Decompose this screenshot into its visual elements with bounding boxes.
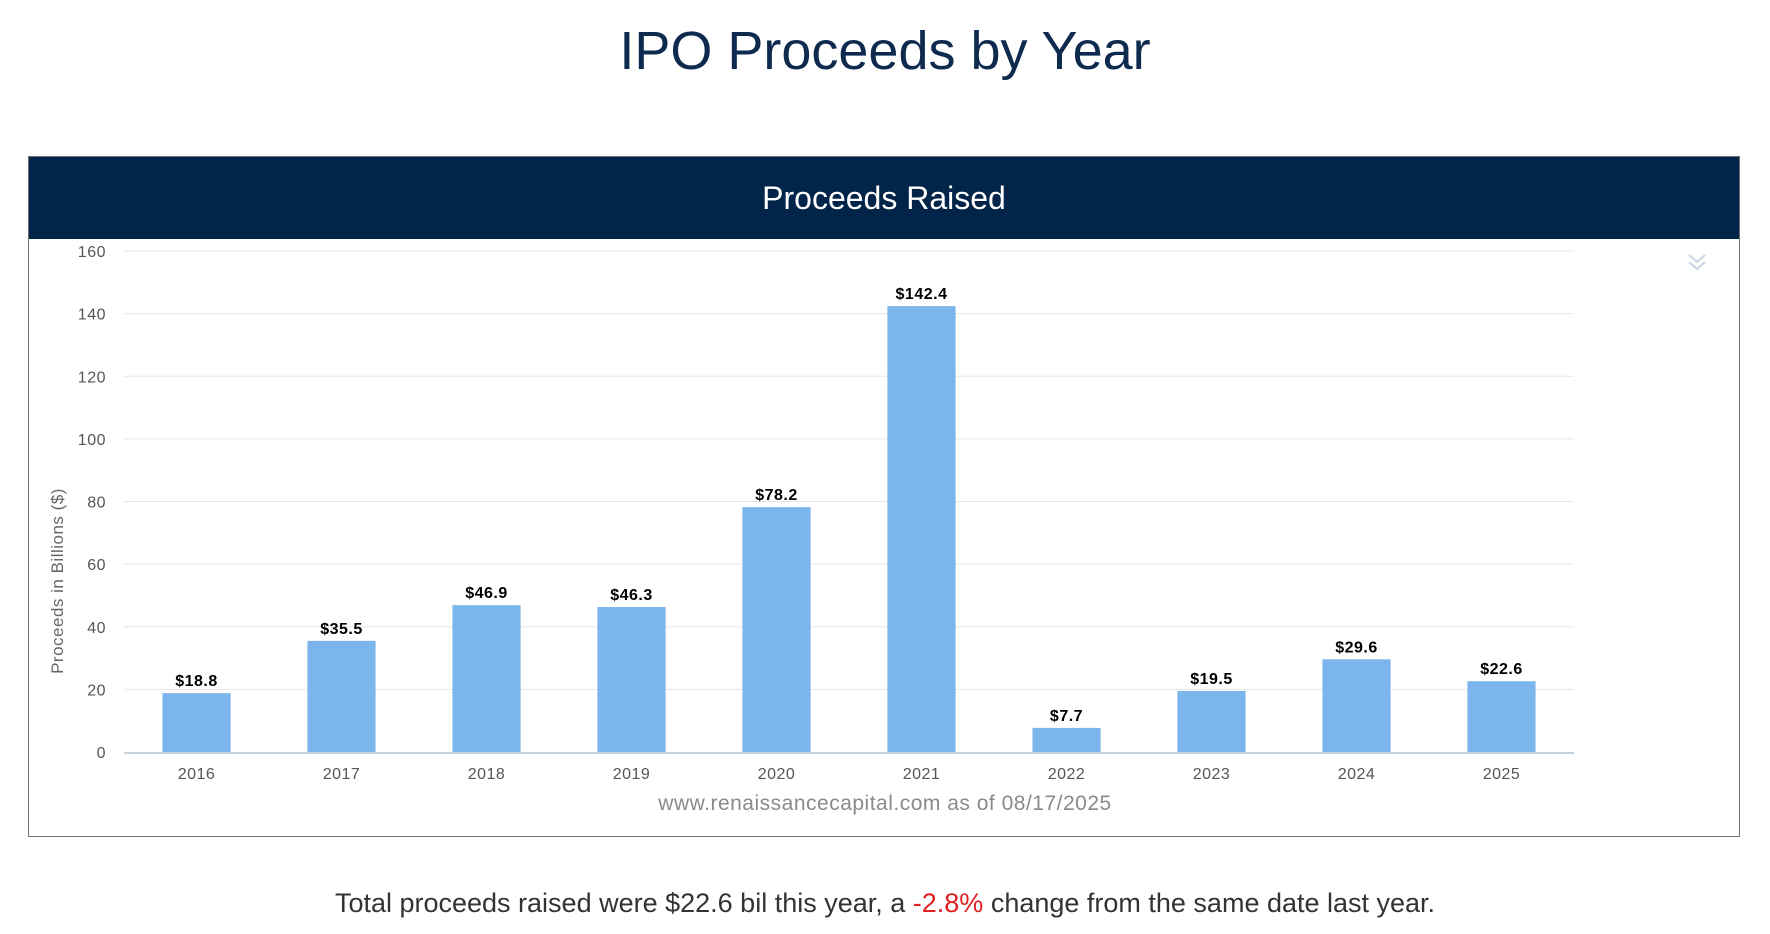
bar-chart: 0 20 40 60 80 100 120 140 160 $18.8 $35.5 $46.9 $46…: [48, 244, 1574, 815]
x-tick-label: 2022: [1048, 766, 1086, 783]
x-tick-label: 2025: [1483, 766, 1521, 783]
chart-credit: www.renaissancecapital.com as of 08/17/2…: [657, 792, 1111, 815]
y-tick-label: 80: [87, 495, 106, 512]
x-tick-label: 2020: [758, 766, 796, 783]
gridlines: [124, 250, 1574, 690]
data-label-2023: $19.5: [1190, 671, 1233, 688]
bar-series: [162, 306, 1536, 752]
chart-panel: Proceeds Raised 0 20 40 60 80 100 120 140 160 $1…: [28, 156, 1740, 837]
bar-2018[interactable]: [452, 605, 521, 752]
chart-header: Proceeds Raised: [29, 157, 1739, 239]
y-tick-label: 40: [87, 620, 106, 637]
x-tick-label: 2019: [613, 766, 651, 783]
x-axis-ticks: 2016 2017 2018 2019 2020 2021 2022 2023 2024 2025: [178, 766, 1521, 783]
data-label-2021: $142.4: [896, 286, 948, 303]
bar-2019[interactable]: [597, 607, 666, 752]
summary-prefix: Total proceeds raised were $22.6 bil thi…: [334, 888, 913, 918]
y-tick-label: 0: [97, 745, 106, 762]
data-label-2017: $35.5: [320, 621, 363, 638]
y-tick-label: 160: [78, 244, 106, 261]
bar-2017[interactable]: [307, 640, 376, 752]
summary-text: Total proceeds raised were $22.6 bil thi…: [0, 888, 1770, 919]
page-title: IPO Proceeds by Year: [619, 21, 1151, 81]
y-axis-label: Proceeds in Billions ($): [48, 488, 67, 674]
bar-2024[interactable]: [1322, 659, 1391, 752]
bar-2025[interactable]: [1467, 681, 1536, 752]
bar-2020[interactable]: [742, 507, 811, 752]
data-labels: $18.8 $35.5 $46.9 $46.3 $78.2 $142.4 $7.7 $19.5…: [175, 286, 1523, 725]
data-label-2016: $18.8: [175, 673, 218, 690]
y-tick-label: 100: [78, 432, 106, 449]
double-chevron-down-icon[interactable]: [1683, 249, 1711, 277]
x-tick-label: 2017: [323, 766, 361, 783]
data-label-2019: $46.3: [610, 587, 653, 604]
change-percent: -2.8%: [912, 888, 984, 918]
data-label-2024: $29.6: [1335, 639, 1378, 656]
x-tick-label: 2021: [903, 766, 941, 783]
bar-2022[interactable]: [1032, 727, 1101, 752]
x-tick-label: 2018: [468, 766, 506, 783]
y-tick-label: 20: [87, 682, 106, 699]
y-tick-label: 120: [78, 369, 106, 386]
bar-2016[interactable]: [162, 693, 231, 752]
bar-2023[interactable]: [1177, 690, 1246, 752]
y-tick-label: 60: [87, 557, 106, 574]
x-tick-label: 2023: [1193, 766, 1231, 783]
y-axis-ticks: 0 20 40 60 80 100 120 140 160: [78, 244, 106, 762]
x-tick-label: 2024: [1338, 766, 1376, 783]
data-label-2018: $46.9: [465, 585, 508, 602]
data-label-2022: $7.7: [1050, 708, 1083, 725]
data-label-2020: $78.2: [755, 487, 798, 504]
summary-suffix: change from the same date last year.: [983, 888, 1436, 918]
y-tick-label: 140: [78, 307, 106, 324]
bar-2021[interactable]: [887, 306, 956, 752]
x-tick-label: 2016: [178, 766, 216, 783]
data-label-2025: $22.6: [1480, 661, 1523, 678]
